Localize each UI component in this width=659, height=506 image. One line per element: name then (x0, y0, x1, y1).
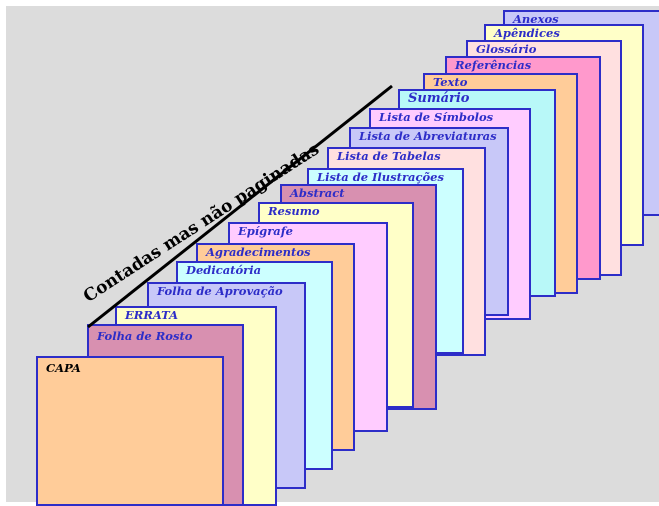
card-label-glossario: Glossário (476, 42, 537, 56)
card-label-sumario: Sumário (408, 91, 470, 106)
card-label-lista-de-ilustracoes: Lista de Ilustrações (317, 170, 444, 184)
card-label-texto: Texto (433, 75, 468, 89)
card-label-agradecimentos: Agradecimentos (206, 245, 311, 259)
card-label-resumo: Resumo (268, 204, 320, 218)
card-label-lista-de-abreviaturas: Lista de Abreviaturas (359, 129, 497, 143)
card-label-errata: ERRATA (125, 308, 179, 322)
card-label-anexos: Anexos (513, 12, 559, 26)
card-label-apendices: Apêndices (494, 26, 560, 40)
card-label-folha-de-rosto: Folha de Rosto (97, 329, 193, 343)
card-label-dedicatoria: Dedicatória (186, 263, 262, 277)
card-label-lista-de-tabelas: Lista de Tabelas (337, 149, 441, 163)
card-label-abstract: Abstract (290, 186, 345, 200)
card-label-epigrafe: Epígrafe (238, 224, 293, 238)
card-label-lista-de-simbolos: Lista de Símbolos (379, 110, 494, 124)
card-label-capa: CAPA (46, 361, 81, 375)
card-label-folha-de-aprovacao: Folha de Aprovação (157, 284, 283, 298)
card-label-referencias: Referências (455, 58, 532, 72)
